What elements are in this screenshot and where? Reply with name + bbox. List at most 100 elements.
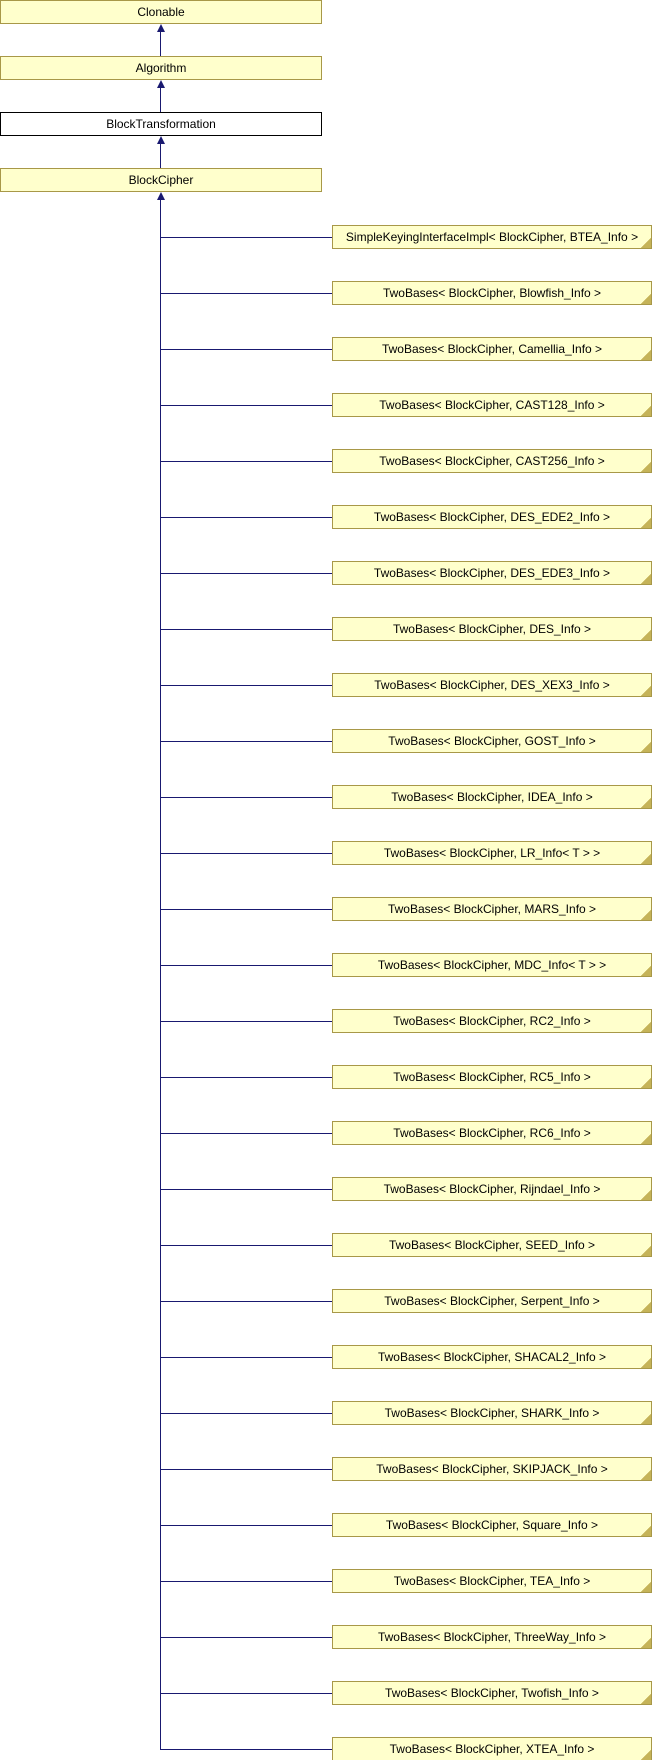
class-node-label: TwoBases< BlockCipher, TEA_Info > [393,1574,591,1588]
arrowhead-up-icon [157,80,165,88]
inheritance-edge [160,1357,332,1358]
class-node-twobases-blockcipher-rc2-info[interactable]: TwoBases< BlockCipher, RC2_Info > [332,1009,652,1033]
class-node-label: TwoBases< BlockCipher, SHARK_Info > [384,1406,600,1420]
folded-corner-icon [641,1526,651,1536]
inheritance-edge [160,86,161,112]
inheritance-edge [160,237,332,238]
class-node-label: Algorithm [135,61,187,75]
class-node-label: TwoBases< BlockCipher, RC5_Info > [393,1070,591,1084]
class-node-twobases-blockcipher-mdc-info-t[interactable]: TwoBases< BlockCipher, MDC_Info< T > > [332,953,652,977]
class-node-twobases-blockcipher-cast128-info[interactable]: TwoBases< BlockCipher, CAST128_Info > [332,393,652,417]
class-node-label: TwoBases< BlockCipher, LR_Info< T > > [383,846,601,860]
inheritance-edge [160,1525,332,1526]
folded-corner-icon [641,1078,651,1088]
class-node-twobases-blockcipher-gost-info[interactable]: TwoBases< BlockCipher, GOST_Info > [332,729,652,753]
class-node-label: TwoBases< BlockCipher, MDC_Info< T > > [377,958,607,972]
inheritance-edge [160,1021,332,1022]
class-node-clonable[interactable]: Clonable [0,0,322,24]
inheritance-edge [160,142,161,168]
inheritance-edge [160,517,332,518]
inheritance-edge [160,293,332,294]
class-node-twobases-blockcipher-serpent-info[interactable]: TwoBases< BlockCipher, Serpent_Info > [332,1289,652,1313]
folded-corner-icon [641,1638,651,1648]
class-node-label: TwoBases< BlockCipher, Rijndael_Info > [383,1182,601,1196]
inheritance-edge [160,1301,332,1302]
folded-corner-icon [641,1750,651,1760]
folded-corner-icon [641,686,651,696]
class-node-label: TwoBases< BlockCipher, RC6_Info > [393,1126,591,1140]
inheritance-edge [160,629,332,630]
folded-corner-icon [641,238,651,248]
class-node-twobases-blockcipher-lr-info-t[interactable]: TwoBases< BlockCipher, LR_Info< T > > [332,841,652,865]
folded-corner-icon [641,1694,651,1704]
class-node-twobases-blockcipher-rc6-info[interactable]: TwoBases< BlockCipher, RC6_Info > [332,1121,652,1145]
class-node-label: TwoBases< BlockCipher, ThreeWay_Info > [377,1630,607,1644]
class-node-twobases-blockcipher-rijndael-info[interactable]: TwoBases< BlockCipher, Rijndael_Info > [332,1177,652,1201]
class-node-label: TwoBases< BlockCipher, CAST256_Info > [379,454,605,468]
class-node-twobases-blockcipher-skipjack-info[interactable]: TwoBases< BlockCipher, SKIPJACK_Info > [332,1457,652,1481]
folded-corner-icon [641,854,651,864]
folded-corner-icon [641,798,651,808]
class-node-label: TwoBases< BlockCipher, Twofish_Info > [385,1686,599,1700]
class-node-label: TwoBases< BlockCipher, MARS_Info > [387,902,597,916]
inheritance-edge [160,349,332,350]
inheritance-edge [160,30,161,56]
inheritance-edge [160,573,332,574]
class-node-label: TwoBases< BlockCipher, CAST128_Info > [379,398,605,412]
inheritance-edge [160,405,332,406]
class-node-label: TwoBases< BlockCipher, SKIPJACK_Info > [376,1462,608,1476]
class-node-twobases-blockcipher-des-ede2-info[interactable]: TwoBases< BlockCipher, DES_EDE2_Info > [332,505,652,529]
inheritance-edge [160,1133,332,1134]
inheritance-edge [160,1637,332,1638]
class-node-label: TwoBases< BlockCipher, DES_Info > [392,622,592,636]
class-node-algorithm[interactable]: Algorithm [0,56,322,80]
class-node-label: TwoBases< BlockCipher, Camellia_Info > [381,342,603,356]
class-node-label: TwoBases< BlockCipher, RC2_Info > [393,1014,591,1028]
class-node-twobases-blockcipher-idea-info[interactable]: TwoBases< BlockCipher, IDEA_Info > [332,785,652,809]
class-node-label: TwoBases< BlockCipher, SHACAL2_Info > [377,1350,607,1364]
folded-corner-icon [641,1358,651,1368]
class-node-twobases-blockcipher-twofish-info[interactable]: TwoBases< BlockCipher, Twofish_Info > [332,1681,652,1705]
class-node-simplekeyinginterfaceimpl-blockcipher-btea-info[interactable]: SimpleKeyingInterfaceImpl< BlockCipher, … [332,225,652,249]
class-node-twobases-blockcipher-mars-info[interactable]: TwoBases< BlockCipher, MARS_Info > [332,897,652,921]
inheritance-edge [160,965,332,966]
inheritance-edge [160,461,332,462]
folded-corner-icon [641,406,651,416]
inheritance-edge [160,1413,332,1414]
arrowhead-up-icon [157,136,165,144]
class-node-twobases-blockcipher-rc5-info[interactable]: TwoBases< BlockCipher, RC5_Info > [332,1065,652,1089]
class-node-twobases-blockcipher-camellia-info[interactable]: TwoBases< BlockCipher, Camellia_Info > [332,337,652,361]
arrowhead-up-icon [157,192,165,200]
class-node-label: TwoBases< BlockCipher, SEED_Info > [388,1238,596,1252]
class-node-twobases-blockcipher-shark-info[interactable]: TwoBases< BlockCipher, SHARK_Info > [332,1401,652,1425]
inheritance-edge [160,1245,332,1246]
inheritance-edge [160,797,332,798]
class-node-label: BlockTransformation [106,117,216,131]
class-node-twobases-blockcipher-xtea-info[interactable]: TwoBases< BlockCipher, XTEA_Info > [332,1737,652,1760]
class-node-twobases-blockcipher-square-info[interactable]: TwoBases< BlockCipher, Square_Info > [332,1513,652,1537]
class-node-twobases-blockcipher-blowfish-info[interactable]: TwoBases< BlockCipher, Blowfish_Info > [332,281,652,305]
class-node-twobases-blockcipher-des-info[interactable]: TwoBases< BlockCipher, DES_Info > [332,617,652,641]
class-node-twobases-blockcipher-des-ede3-info[interactable]: TwoBases< BlockCipher, DES_EDE3_Info > [332,561,652,585]
folded-corner-icon [641,1022,651,1032]
class-node-twobases-blockcipher-shacal2-info[interactable]: TwoBases< BlockCipher, SHACAL2_Info > [332,1345,652,1369]
class-node-label: TwoBases< BlockCipher, DES_EDE3_Info > [373,566,611,580]
class-node-twobases-blockcipher-tea-info[interactable]: TwoBases< BlockCipher, TEA_Info > [332,1569,652,1593]
inheritance-edge [160,1693,332,1694]
class-node-twobases-blockcipher-cast256-info[interactable]: TwoBases< BlockCipher, CAST256_Info > [332,449,652,473]
folded-corner-icon [641,1190,651,1200]
arrowhead-up-icon [157,24,165,32]
folded-corner-icon [641,518,651,528]
folded-corner-icon [641,462,651,472]
folded-corner-icon [641,910,651,920]
class-node-twobases-blockcipher-seed-info[interactable]: TwoBases< BlockCipher, SEED_Info > [332,1233,652,1257]
class-node-blockcipher[interactable]: BlockCipher [0,168,322,192]
inheritance-edge [160,1581,332,1582]
class-node-twobases-blockcipher-threeway-info[interactable]: TwoBases< BlockCipher, ThreeWay_Info > [332,1625,652,1649]
inheritance-edge [160,1469,332,1470]
inheritance-edge [160,685,332,686]
class-node-twobases-blockcipher-des-xex3-info[interactable]: TwoBases< BlockCipher, DES_XEX3_Info > [332,673,652,697]
class-node-label: TwoBases< BlockCipher, Square_Info > [385,1518,599,1532]
class-node-blocktransformation[interactable]: BlockTransformation [0,112,322,136]
